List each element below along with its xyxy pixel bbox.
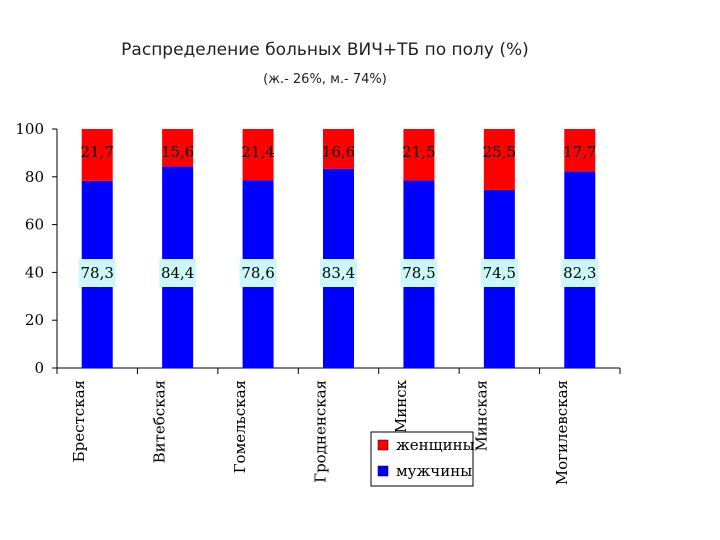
y-tick-label: 80 xyxy=(25,168,44,186)
data-label-men: 74,5 xyxy=(483,264,516,282)
legend-swatch xyxy=(377,439,389,451)
y-tick-label: 20 xyxy=(25,311,44,329)
data-label-box xyxy=(480,259,518,287)
data-label-women: 21,5 xyxy=(402,143,435,161)
bar-women xyxy=(162,129,194,167)
x-tick-labels: Брестская Витебская Гомельская Гродненская М… xyxy=(70,379,571,485)
y-tick-label: 40 xyxy=(25,263,44,281)
x-tick-label: Гродненская xyxy=(312,380,330,483)
bar-women xyxy=(564,129,596,172)
data-labels: 78,3 21,7 84,4 15,6 78,6 21,4 83,4 16,6 78,5 21,5… xyxy=(78,143,599,287)
chart-title: Распределение больных ВИЧ+ТБ по полу (%) xyxy=(121,40,529,60)
y-tick-label: 0 xyxy=(34,359,44,377)
bar-women xyxy=(483,129,515,190)
x-tick-label: Брестская xyxy=(70,380,88,462)
legend-label: мужчины xyxy=(396,462,472,480)
data-label-men: 78,3 xyxy=(81,264,114,282)
bars xyxy=(81,129,596,368)
data-label-women: 15,6 xyxy=(161,143,194,161)
y-tick-label: 100 xyxy=(15,120,44,138)
data-label-men: 78,6 xyxy=(241,264,274,282)
x-tick-label: Минская xyxy=(472,380,490,452)
bar-women xyxy=(323,129,354,169)
legend: женщины мужчины xyxy=(370,431,475,487)
axes: 0 20 40 60 80 100 xyxy=(15,120,621,377)
data-label-box xyxy=(400,259,438,287)
data-label-men: 82,3 xyxy=(563,264,596,282)
data-label-box xyxy=(561,259,599,287)
data-label-women: 21,4 xyxy=(241,143,274,161)
x-tick-label: Витебская xyxy=(151,380,169,463)
x-tick-label: Могилевская xyxy=(553,380,571,485)
y-tick-label: 60 xyxy=(25,216,44,234)
x-tick-label: Минск xyxy=(392,379,410,433)
data-label-women: 21,7 xyxy=(81,143,114,161)
data-label-box xyxy=(159,259,197,287)
data-label-box xyxy=(239,259,277,287)
bar-women xyxy=(242,129,274,181)
data-label-box xyxy=(320,259,357,287)
data-label-women: 25,5 xyxy=(483,143,516,161)
chart-subtitle: (ж.- 26%, м.- 74%) xyxy=(263,72,387,87)
data-label-women: 16,6 xyxy=(322,143,355,161)
bar-women xyxy=(81,129,113,181)
data-label-women: 17,7 xyxy=(563,143,596,161)
legend-swatch xyxy=(377,465,389,477)
x-tick-label: Гомельская xyxy=(231,380,249,473)
data-label-men: 83,4 xyxy=(322,264,355,282)
data-label-box xyxy=(78,259,116,287)
legend-label: женщины xyxy=(396,436,475,454)
data-label-men: 78,5 xyxy=(402,264,435,282)
bar-women xyxy=(403,129,435,181)
data-label-men: 84,4 xyxy=(161,264,194,282)
